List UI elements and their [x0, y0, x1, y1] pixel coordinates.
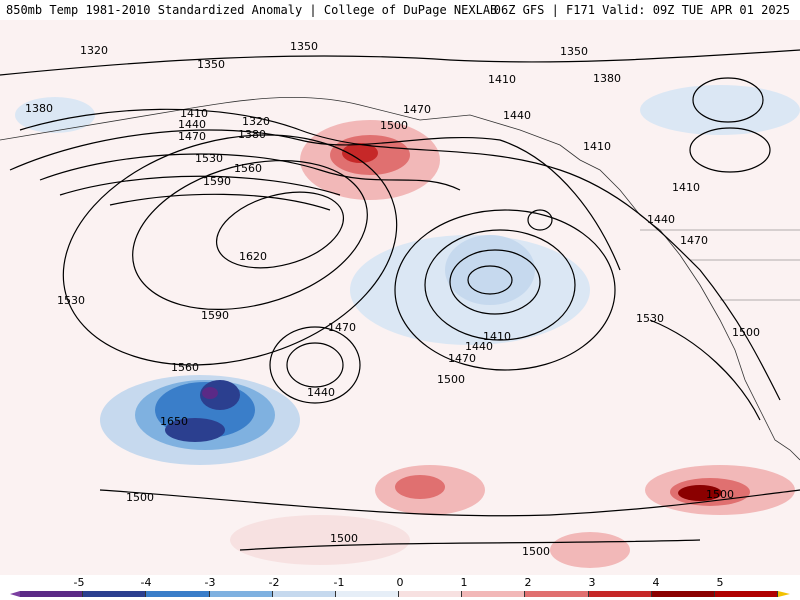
- contour-label: 1320: [80, 44, 108, 57]
- contour-label-group: 1320 1350 1350 1350 1380 1380 1410 1410 …: [25, 40, 760, 558]
- contour-label: 1410: [583, 140, 611, 153]
- colorbar-tick: -3: [204, 576, 216, 589]
- contour-label: 1320: [242, 115, 270, 128]
- contour-label: 1590: [201, 309, 229, 322]
- contour-label: 1500: [522, 545, 550, 558]
- contour-label: 1470: [328, 321, 356, 334]
- colorbar-segment: [335, 591, 400, 597]
- colorbar-segment: [399, 591, 463, 597]
- contour-label: 1500: [732, 326, 760, 339]
- contour-label: 1350: [560, 45, 588, 58]
- warm-anomaly-core: [678, 485, 722, 501]
- cool-anomaly-patch: [15, 97, 95, 133]
- colorbar-segment: [588, 591, 652, 597]
- contour-label: 1350: [290, 40, 318, 53]
- colorbar-tick: -1: [333, 576, 345, 589]
- contour-label: 1500: [126, 491, 154, 504]
- colorbar-tick: 1: [460, 576, 468, 589]
- contour-label: 1530: [636, 312, 664, 325]
- contour-label: 1470: [448, 352, 476, 365]
- contour-label: 1620: [239, 250, 267, 263]
- colorbar-segment: [525, 591, 589, 597]
- contour-label: 1500: [330, 532, 358, 545]
- cool-anomaly-patch: [640, 85, 800, 135]
- warm-anomaly-region: [395, 475, 445, 499]
- contour-label: 1440: [307, 386, 335, 399]
- colorbar-segment: [83, 591, 147, 597]
- warm-anomaly-region: [550, 532, 630, 568]
- contour-label: 1410: [672, 181, 700, 194]
- colorbar: -5 -4 -3 -2 -1 0 1 2 3 4 5: [0, 575, 800, 600]
- colorbar-segment: [209, 591, 273, 597]
- colorbar-segment: [714, 591, 779, 597]
- colorbar-tick: 3: [588, 576, 596, 589]
- contour-label: 1470: [403, 103, 431, 116]
- cold-anomaly-core: [165, 418, 225, 442]
- contour-label: 1350: [197, 58, 225, 71]
- colorbar-tick: -4: [140, 576, 152, 589]
- contour-label: 1410: [488, 73, 516, 86]
- colorbar-segment: [462, 591, 526, 597]
- coastline: [0, 96, 800, 461]
- warm-anomaly-region: [230, 515, 410, 565]
- colorbar-min-arrow: [10, 591, 20, 597]
- colorbar-tick: -2: [268, 576, 280, 589]
- contour-label: 1530: [195, 152, 223, 165]
- contour-label: 1470: [680, 234, 708, 247]
- colorbar-segment: [146, 591, 210, 597]
- header-title: 850mb Temp 1981-2010 Standardized Anomal…: [6, 3, 498, 17]
- map-canvas: 1320 1350 1350 1350 1380 1380 1410 1410 …: [0, 40, 800, 568]
- border-line: [640, 229, 800, 301]
- contour-label: 1410: [180, 107, 208, 120]
- cold-anomaly-core: [202, 387, 218, 399]
- contour-label: 1440: [647, 213, 675, 226]
- contour-label: 1380: [238, 128, 266, 141]
- colorbar-max-arrow: [778, 591, 790, 597]
- contour-label: 1650: [160, 415, 188, 428]
- colorbar-strip: [20, 591, 779, 597]
- contour-label: 1440: [465, 340, 493, 353]
- contour-label: 1410: [483, 330, 511, 343]
- colorbar-tick: 2: [524, 576, 532, 589]
- height-contours: [0, 49, 800, 551]
- contour-label: 1380: [593, 72, 621, 85]
- header-valid-time: 06Z GFS | F171 Valid: 09Z TUE APR 01 202…: [493, 3, 790, 17]
- colorbar-segment: [20, 591, 84, 597]
- colorbar-tick: 5: [716, 576, 724, 589]
- contour-label: 1440: [503, 109, 531, 122]
- warm-anomaly-core: [342, 143, 378, 163]
- colorbar-segment: [651, 591, 715, 597]
- contour-label: 1560: [171, 361, 199, 374]
- contour-label: 1500: [706, 488, 734, 501]
- contour-label: 1590: [203, 175, 231, 188]
- colorbar-segment: [272, 591, 336, 597]
- map-header: 850mb Temp 1981-2010 Standardized Anomal…: [0, 0, 800, 20]
- colorbar-tick: 4: [652, 576, 660, 589]
- contour-label: 1380: [25, 102, 53, 115]
- anomaly-map[interactable]: 1320 1350 1350 1350 1380 1380 1410 1410 …: [0, 20, 800, 575]
- contour-label: 1470: [178, 130, 206, 143]
- contour-label: 1560: [234, 162, 262, 175]
- contour-label: 1500: [380, 119, 408, 132]
- colorbar-tick: -5: [73, 576, 85, 589]
- contour-label: 1440: [178, 118, 206, 131]
- contour-label: 1500: [437, 373, 465, 386]
- contour-label: 1530: [57, 294, 85, 307]
- colorbar-tick: 0: [396, 576, 404, 589]
